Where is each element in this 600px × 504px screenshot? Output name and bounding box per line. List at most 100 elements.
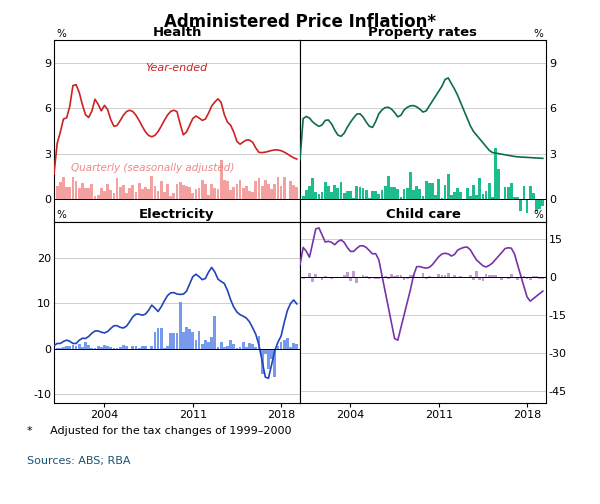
Bar [330, 192, 333, 199]
Bar [191, 332, 194, 349]
Bar [393, 276, 396, 277]
Bar [494, 275, 497, 277]
Bar [179, 181, 182, 199]
Bar [84, 342, 87, 349]
Bar [113, 193, 115, 199]
Bar [188, 329, 191, 349]
Bar [393, 187, 396, 199]
Bar [138, 183, 140, 199]
Bar [532, 193, 535, 199]
Bar [431, 277, 434, 278]
Text: %: % [56, 29, 67, 38]
Bar [270, 349, 273, 359]
Bar [469, 275, 472, 277]
Bar [292, 185, 295, 199]
Bar [182, 184, 185, 199]
Bar [283, 177, 286, 199]
Bar [311, 178, 314, 199]
Bar [109, 191, 112, 199]
Bar [387, 277, 389, 279]
Bar [320, 277, 323, 280]
Bar [355, 277, 358, 283]
Bar [277, 177, 280, 199]
Title: Health: Health [152, 26, 202, 39]
Bar [169, 196, 172, 199]
Bar [251, 192, 254, 199]
Bar [254, 181, 257, 199]
Bar [412, 190, 415, 199]
Bar [466, 188, 469, 199]
Bar [242, 188, 245, 199]
Bar [507, 277, 509, 279]
Bar [443, 184, 446, 199]
Bar [204, 340, 207, 349]
Title: Property rates: Property rates [368, 26, 478, 39]
Bar [403, 188, 406, 199]
Bar [340, 182, 343, 199]
Bar [201, 344, 203, 349]
Bar [314, 274, 317, 277]
Bar [71, 345, 74, 349]
Title: Child care: Child care [386, 208, 460, 221]
Bar [68, 186, 71, 199]
Bar [400, 197, 403, 199]
Bar [274, 183, 276, 199]
Bar [211, 337, 213, 349]
Bar [349, 277, 352, 281]
Bar [172, 333, 175, 349]
Bar [494, 148, 497, 199]
Bar [248, 192, 251, 199]
Bar [523, 276, 526, 277]
Bar [469, 196, 472, 199]
Bar [390, 187, 393, 199]
Bar [157, 328, 160, 349]
Bar [109, 347, 112, 349]
Bar [185, 186, 188, 199]
Bar [232, 344, 235, 349]
Bar [62, 347, 65, 349]
Bar [97, 195, 100, 199]
Bar [317, 194, 320, 199]
Bar [380, 190, 383, 199]
Bar [169, 333, 172, 349]
Bar [223, 347, 226, 349]
Bar [59, 348, 62, 349]
Bar [343, 275, 346, 277]
Bar [71, 177, 74, 199]
Bar [119, 186, 122, 199]
Bar [538, 199, 541, 209]
Bar [485, 274, 487, 277]
Bar [491, 275, 494, 277]
Bar [134, 346, 137, 349]
Bar [236, 184, 238, 199]
Bar [406, 277, 409, 279]
Bar [308, 186, 311, 199]
Bar [141, 188, 143, 199]
Bar [270, 189, 273, 199]
Bar [211, 184, 213, 199]
Bar [154, 332, 157, 349]
Bar [226, 180, 229, 199]
Bar [352, 271, 355, 277]
Bar [346, 272, 349, 277]
Bar [520, 277, 522, 278]
Bar [267, 349, 270, 369]
Text: Administered Price Inflation*: Administered Price Inflation* [164, 13, 436, 31]
Bar [384, 186, 386, 199]
Bar [377, 277, 380, 279]
Bar [128, 188, 131, 199]
Bar [201, 180, 203, 199]
Bar [510, 274, 512, 277]
Bar [53, 348, 55, 349]
Bar [387, 176, 389, 199]
Bar [239, 347, 241, 349]
Bar [526, 199, 529, 213]
Bar [84, 188, 87, 199]
Bar [226, 346, 229, 349]
Text: Quarterly (seasonally adjusted): Quarterly (seasonally adjusted) [71, 163, 235, 173]
Bar [239, 180, 241, 199]
Bar [280, 343, 283, 349]
Bar [368, 198, 371, 199]
Bar [182, 332, 185, 349]
Bar [131, 185, 134, 199]
